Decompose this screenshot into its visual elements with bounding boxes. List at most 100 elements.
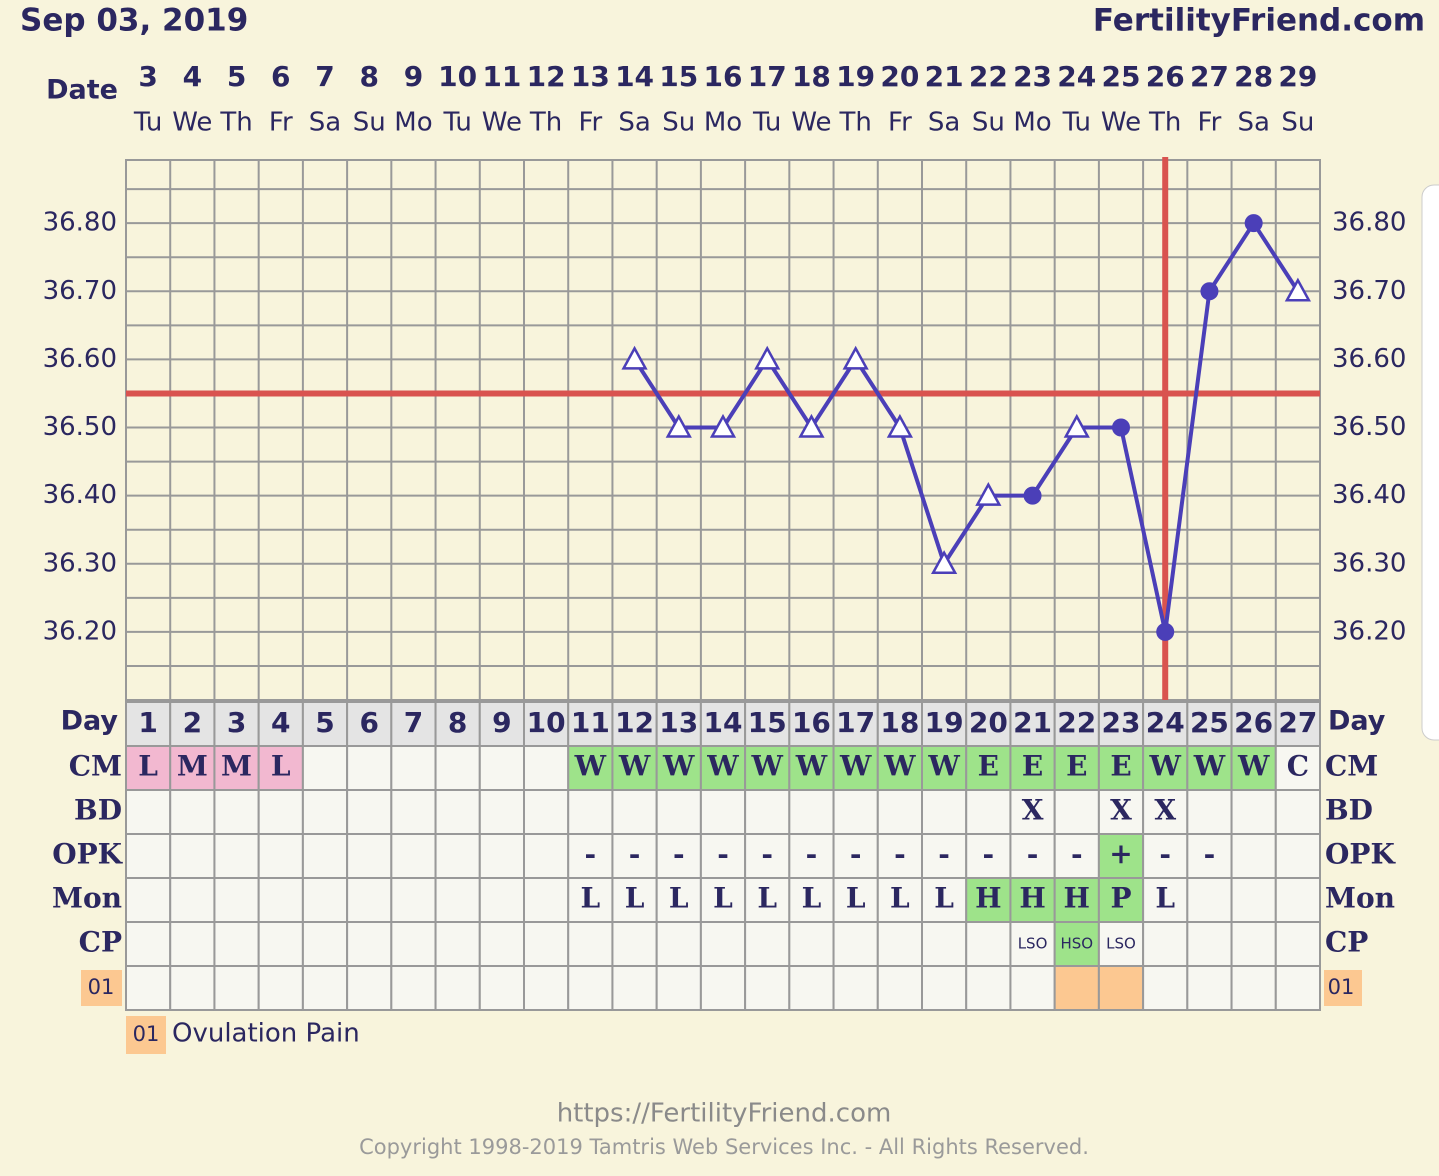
row-cell — [169, 921, 216, 967]
cell-value: W — [1193, 750, 1226, 783]
row-cell — [346, 833, 393, 879]
cell-value: W — [839, 750, 872, 783]
row-cell — [744, 965, 791, 1011]
cell-value: L — [1155, 882, 1175, 915]
temperature-point — [1284, 277, 1312, 302]
day-label: 4 — [271, 706, 290, 739]
row-cell — [301, 877, 349, 923]
day-label: 5 — [315, 706, 334, 739]
weekday-label: We — [482, 108, 522, 138]
row-cell — [125, 921, 172, 967]
cell-value: W — [750, 750, 783, 783]
row-cell — [169, 965, 216, 1011]
row-label: BD — [1325, 794, 1373, 827]
date-label: 24 — [1057, 60, 1096, 93]
cell-value: M — [221, 750, 252, 783]
row-cell — [921, 789, 968, 835]
row-cell — [699, 789, 747, 835]
temperature-point — [886, 413, 914, 438]
cell-value: - — [850, 838, 862, 871]
row-cell — [1053, 965, 1100, 1011]
weekday-label: Fr — [1198, 108, 1222, 138]
row-cell — [788, 965, 835, 1011]
legend-box — [126, 1016, 166, 1054]
day-label: 26 — [1234, 706, 1273, 739]
row-cell — [301, 833, 349, 879]
row-label: Mon — [1325, 882, 1395, 915]
cell-value: W — [927, 750, 960, 783]
day-cell — [1009, 701, 1056, 747]
weekday-label: Tu — [442, 108, 471, 138]
row-label: CP — [79, 926, 122, 959]
cell-value: - — [585, 838, 597, 871]
day-cell — [876, 701, 923, 747]
row-cell — [346, 877, 393, 923]
row-cell — [169, 745, 216, 791]
row-cell — [125, 965, 172, 1011]
row-cell — [965, 965, 1012, 1011]
row-cell — [213, 789, 260, 835]
row-cell — [1274, 877, 1322, 923]
cell-value: L — [625, 882, 645, 915]
cell-value: L — [934, 882, 954, 915]
row-cell — [788, 921, 835, 967]
row-cell — [1053, 877, 1100, 923]
row-cell — [876, 965, 923, 1011]
cell-value: - — [673, 838, 685, 871]
weekday-label: Su — [1281, 108, 1314, 138]
weekday-label: Tu — [752, 108, 781, 138]
legend-code: 01 — [133, 1022, 160, 1046]
day-label: 2 — [183, 706, 202, 739]
row-cell — [523, 833, 570, 879]
cell-value: - — [1071, 838, 1083, 871]
y-tick-label: 36.50 — [1332, 412, 1406, 442]
row-cell — [257, 965, 304, 1011]
temperature-point — [754, 345, 781, 370]
row-cell — [257, 921, 304, 967]
y-tick-label: 36.80 — [1332, 208, 1406, 238]
date-label: 12 — [527, 60, 566, 93]
cell-value: W — [1148, 750, 1181, 783]
row-cell — [965, 921, 1012, 967]
day-label: 10 — [527, 706, 566, 739]
cell-value: E — [1022, 750, 1043, 783]
day-cell — [832, 701, 879, 747]
row-cell — [788, 877, 835, 923]
row-cell — [169, 789, 216, 835]
day-label: 8 — [448, 706, 467, 739]
row-cell — [1142, 745, 1189, 791]
row-cell — [1186, 965, 1233, 1011]
row-cell — [567, 921, 614, 967]
cell-value: L — [802, 882, 822, 915]
row-cell — [611, 965, 658, 1011]
date-label: 28 — [1234, 60, 1273, 93]
cell-value: E — [1110, 750, 1131, 783]
row-cell — [390, 745, 437, 791]
day-label: 3 — [227, 706, 246, 739]
cell-value: L — [669, 882, 689, 915]
weekday-label: We — [1101, 108, 1141, 138]
row-label: CP — [1325, 926, 1368, 959]
row-cell — [125, 833, 172, 879]
row-cell — [301, 789, 349, 835]
weekday-label: Su — [353, 108, 386, 138]
row-cell — [832, 921, 879, 967]
row-cell — [611, 745, 658, 791]
row-cell — [346, 789, 393, 835]
day-label: 14 — [704, 706, 743, 739]
cell-value: - — [761, 838, 773, 871]
row-cell — [257, 789, 304, 835]
y-tick-label: 36.80 — [43, 208, 117, 238]
row-cell — [1053, 789, 1100, 835]
row-cell — [655, 965, 702, 1011]
day-cell — [699, 701, 747, 747]
row-cell — [346, 745, 393, 791]
day-label: 20 — [969, 706, 1008, 739]
day-label: 12 — [615, 706, 654, 739]
cell-value: L — [713, 882, 733, 915]
cell-value: - — [1027, 838, 1039, 871]
cell-value: H — [975, 882, 1001, 915]
date-label: 9 — [404, 60, 423, 93]
row-cell — [257, 745, 304, 791]
day-cell — [1274, 701, 1322, 747]
